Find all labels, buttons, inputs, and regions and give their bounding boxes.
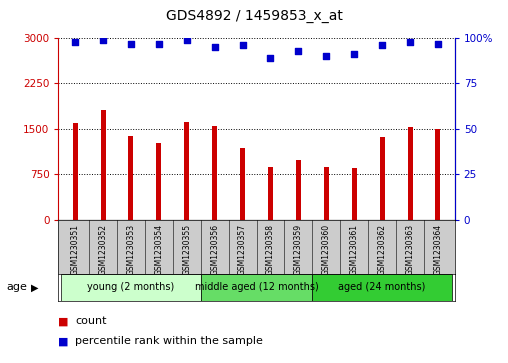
Point (294, 48, 302, 54)
Bar (407, 127, 412, 220)
Text: GSM1230354: GSM1230354 (154, 224, 164, 275)
Text: GSM1230361: GSM1230361 (350, 224, 359, 275)
Point (71, 39, 79, 45)
Bar (435, 130, 440, 220)
Point (211, 44, 219, 50)
Point (434, 41, 442, 46)
Bar (184, 122, 189, 220)
Text: GSM1230363: GSM1230363 (405, 224, 415, 275)
Text: GSM1230352: GSM1230352 (99, 224, 108, 275)
Bar (240, 148, 245, 220)
Text: aged (24 months): aged (24 months) (338, 282, 426, 292)
Point (99, 37, 107, 43)
Text: GSM1230351: GSM1230351 (71, 224, 80, 275)
Text: GDS4892 / 1459853_x_at: GDS4892 / 1459853_x_at (166, 9, 342, 23)
Bar (379, 137, 385, 220)
Bar (101, 110, 106, 220)
Point (127, 41, 135, 46)
Bar (212, 126, 217, 220)
Point (406, 39, 414, 45)
Point (183, 37, 191, 43)
Text: GSM1230358: GSM1230358 (266, 224, 275, 275)
Bar (61, 274, 201, 301)
Text: GSM1230355: GSM1230355 (182, 224, 192, 275)
Text: GSM1230357: GSM1230357 (238, 224, 247, 275)
Text: GSM1230353: GSM1230353 (126, 224, 136, 275)
Bar (296, 160, 301, 220)
Bar (324, 167, 329, 220)
Text: young (2 months): young (2 months) (87, 282, 175, 292)
Text: percentile rank within the sample: percentile rank within the sample (75, 336, 263, 346)
Bar (268, 167, 273, 220)
Text: GSM1230362: GSM1230362 (377, 224, 387, 275)
Bar (352, 168, 357, 220)
Text: count: count (75, 316, 107, 326)
Text: ▶: ▶ (31, 282, 38, 293)
Text: GSM1230359: GSM1230359 (294, 224, 303, 275)
Point (266, 55, 274, 61)
Text: GSM1230356: GSM1230356 (210, 224, 219, 275)
Text: GSM1230360: GSM1230360 (322, 224, 331, 275)
Bar (312, 274, 452, 301)
Point (350, 52, 358, 57)
Bar (201, 274, 312, 301)
Text: ■: ■ (58, 336, 69, 346)
Bar (156, 143, 162, 220)
Bar (73, 123, 78, 220)
Point (155, 41, 163, 46)
Text: GSM1230364: GSM1230364 (433, 224, 442, 275)
Text: middle aged (12 months): middle aged (12 months) (195, 282, 319, 292)
Text: ■: ■ (58, 316, 69, 326)
Point (322, 53, 330, 59)
Text: age: age (7, 282, 27, 293)
Point (239, 42, 247, 48)
Point (378, 42, 386, 48)
Bar (129, 136, 134, 220)
